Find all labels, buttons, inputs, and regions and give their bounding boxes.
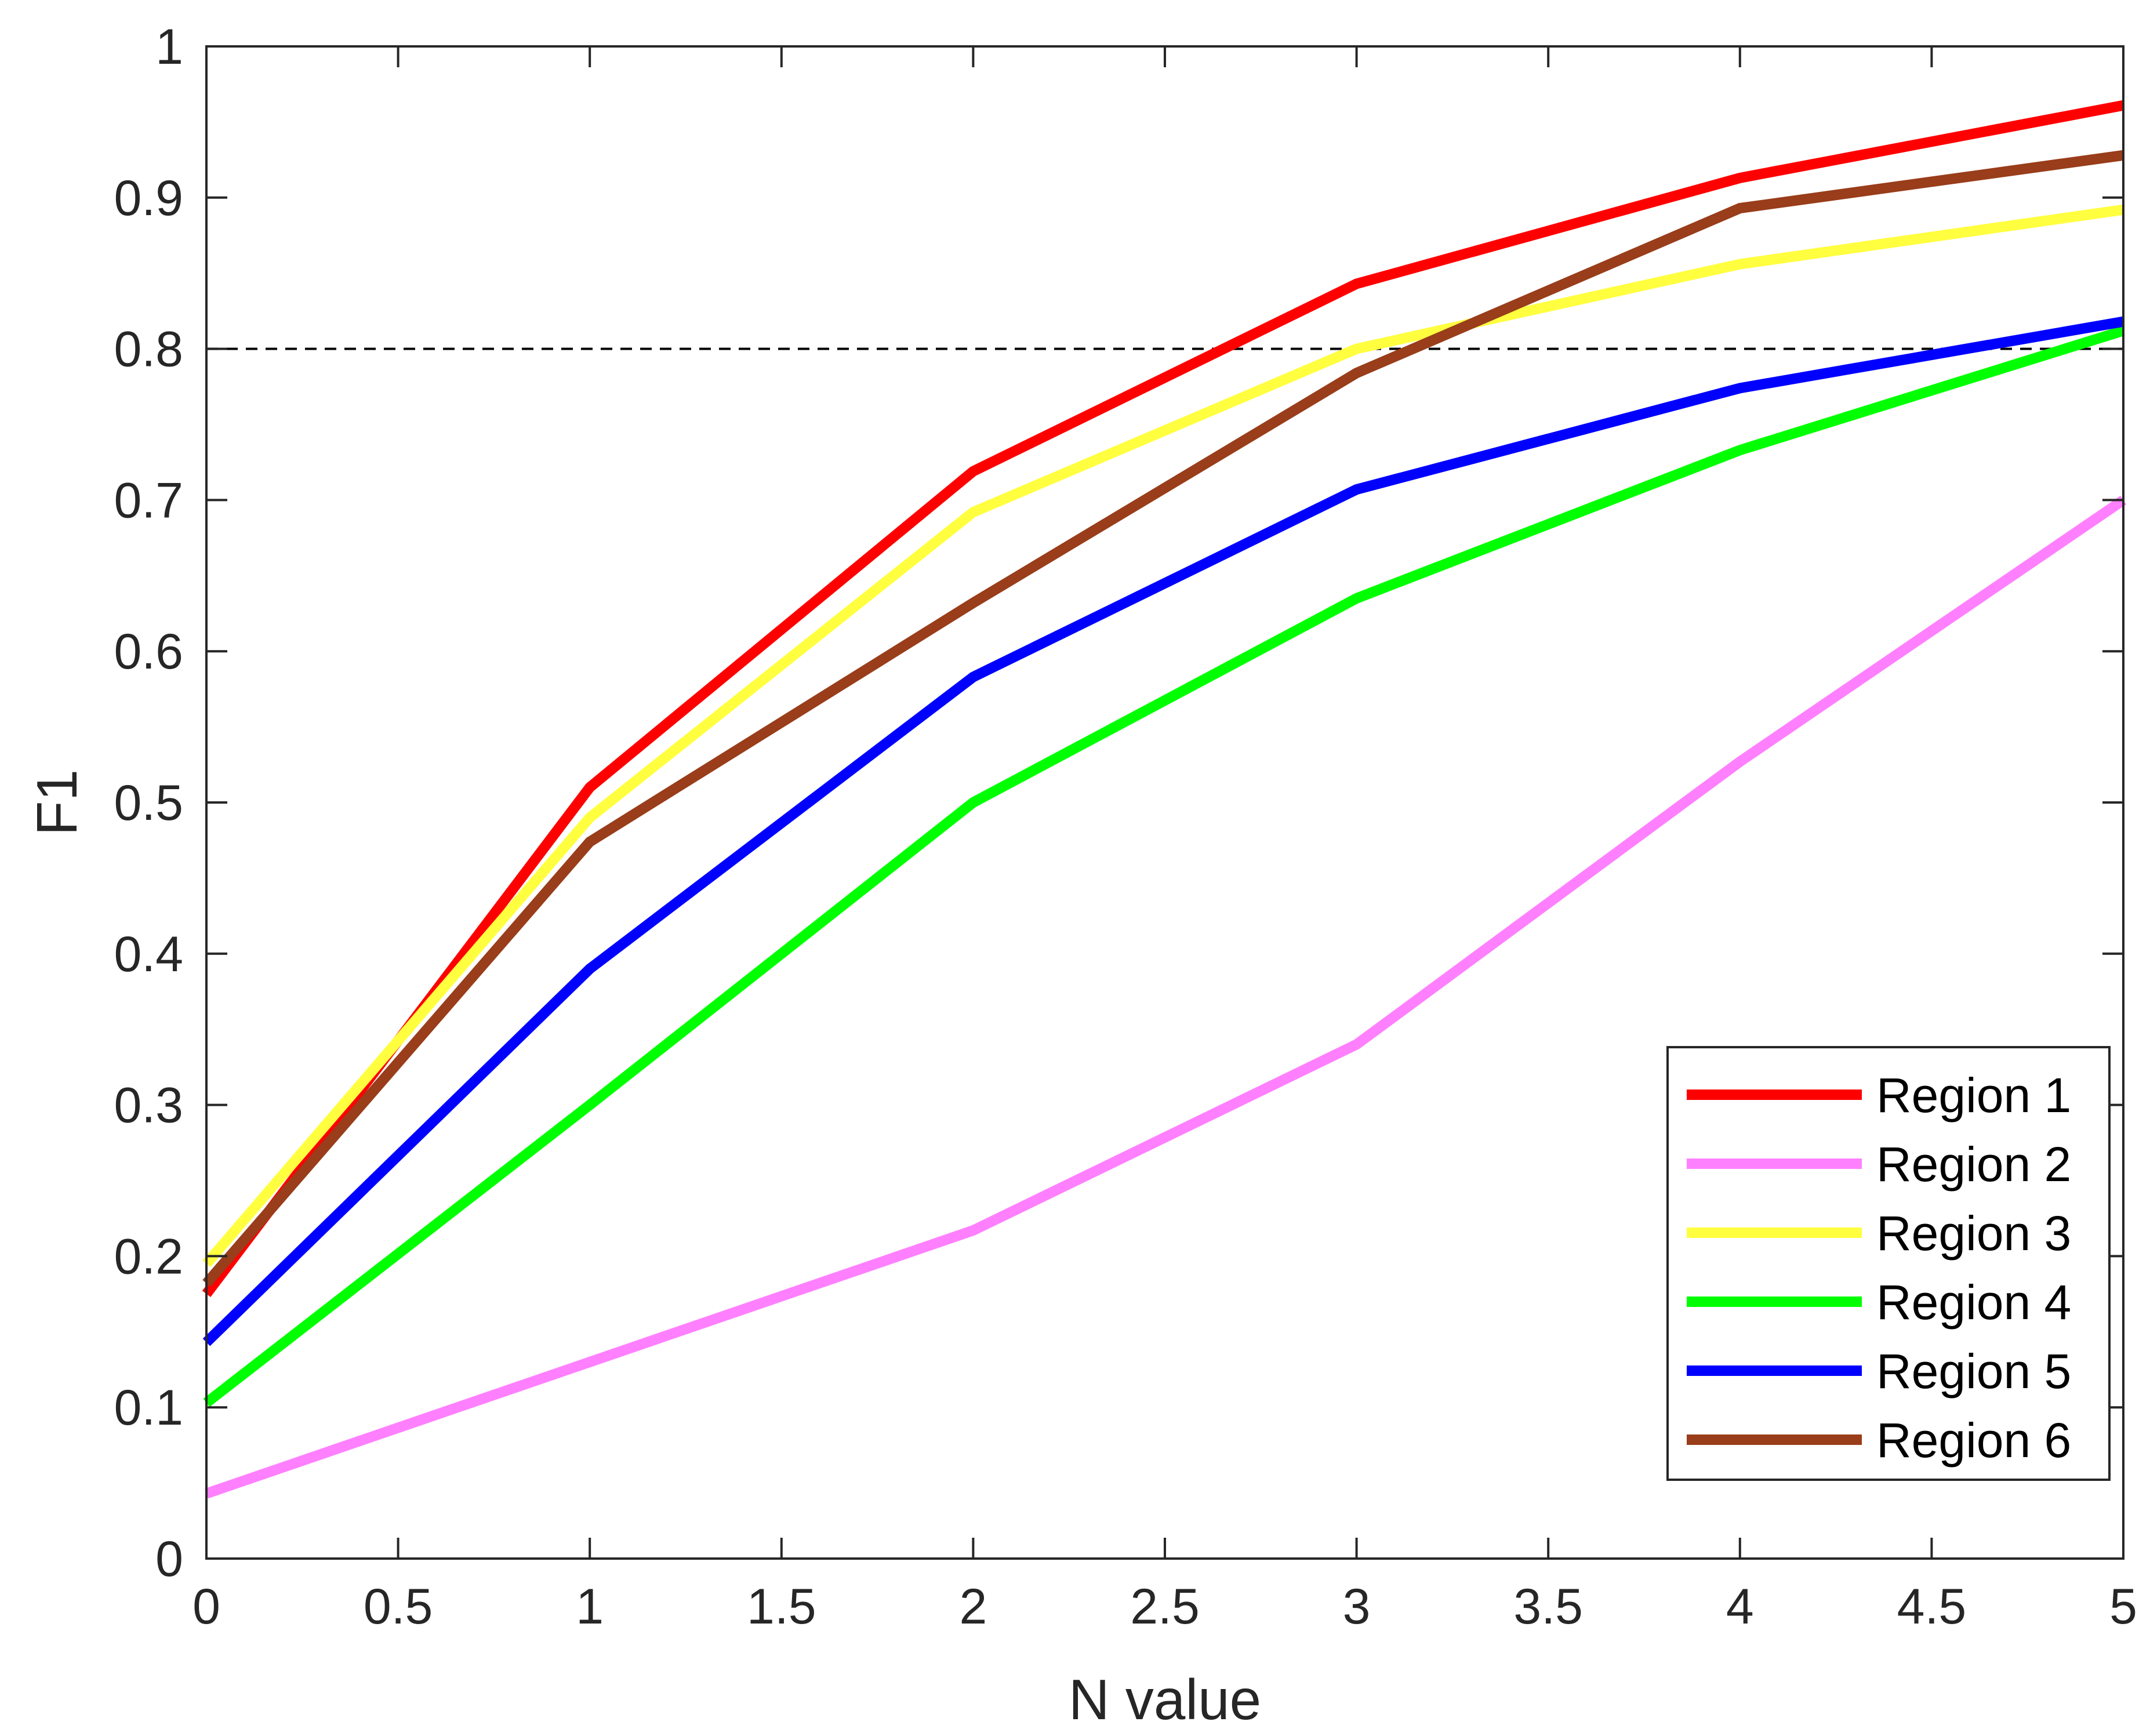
y-tick-label: 0.4 — [114, 927, 183, 982]
y-tick-label: 0.1 — [114, 1380, 183, 1436]
y-axis-title: F1 — [25, 769, 89, 836]
y-tick-label: 0.3 — [114, 1078, 183, 1134]
legend-label-region-1: Region 1 — [1876, 1068, 2071, 1123]
y-tick-label: 0.9 — [114, 170, 183, 226]
y-tick-label: 0.6 — [114, 624, 183, 680]
x-tick-label: 0.5 — [364, 1579, 433, 1635]
legend-label-region-6: Region 6 — [1876, 1413, 2071, 1468]
legend-label-region-2: Region 2 — [1876, 1137, 2071, 1192]
x-tick-label: 5 — [2109, 1579, 2137, 1635]
y-tick-label: 0.8 — [114, 322, 183, 377]
series-line-region-6 — [202, 150, 2124, 1287]
y-axis: 0 0.1 0.2 0.3 0.4 0.5 0.6 0.7 0.8 0.9 1 — [114, 19, 2123, 1587]
y-tick-label: 0.2 — [114, 1229, 183, 1284]
y-tick-label: 0 — [155, 1531, 183, 1587]
x-axis-title: N value — [1069, 1668, 1261, 1731]
x-tick-label: 3.5 — [1513, 1579, 1583, 1635]
y-tick-label: 1 — [155, 19, 183, 75]
x-axis: 0 0.5 1 1.5 2 2.5 3 3.5 4 4.5 5 — [193, 46, 2137, 1635]
series-line-region-2 — [205, 495, 2127, 1499]
x-tick-label: 1.5 — [747, 1579, 816, 1635]
series-layer — [202, 100, 2127, 1499]
x-tick-label: 4 — [1726, 1579, 1754, 1635]
x-tick-label: 1 — [576, 1579, 604, 1635]
legend-label-region-4: Region 4 — [1876, 1275, 2071, 1330]
x-tick-label: 2.5 — [1130, 1579, 1200, 1635]
legend-label-region-3: Region 3 — [1876, 1206, 2071, 1261]
series-line-region-5 — [202, 316, 2124, 1346]
x-tick-label: 3 — [1343, 1579, 1371, 1635]
x-tick-label: 0 — [193, 1579, 220, 1635]
legend-box — [1666, 1046, 2111, 1481]
legend: Region 1 Region 2 Region 3 Region 4 Region 5… — [1666, 1046, 2111, 1481]
series-line-region-4 — [203, 325, 2125, 1407]
series-line-region-1 — [202, 100, 2124, 1298]
series-line-region-3 — [202, 204, 2124, 1268]
y-tick-label: 0.7 — [114, 473, 183, 528]
legend-label-region-5: Region 5 — [1876, 1344, 2071, 1399]
y-tick-label: 0.5 — [114, 775, 183, 831]
x-tick-label: 4.5 — [1897, 1579, 1967, 1635]
x-tick-label: 2 — [959, 1579, 987, 1635]
